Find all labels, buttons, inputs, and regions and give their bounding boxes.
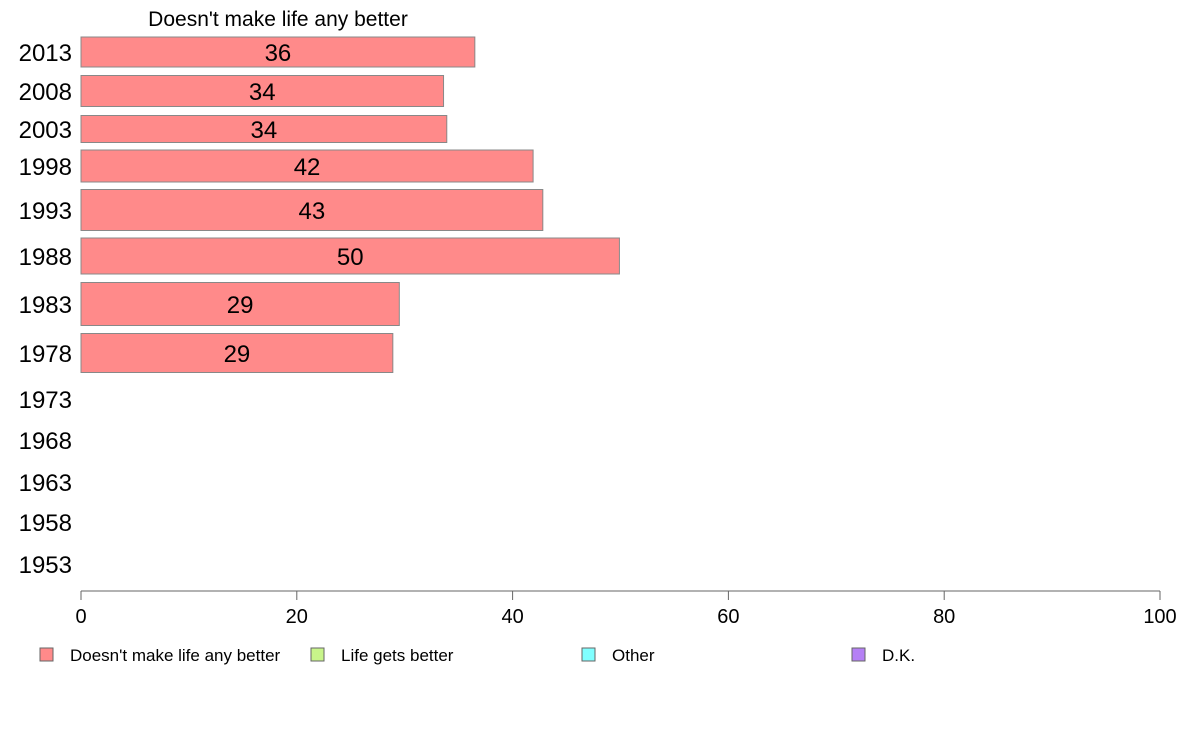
y-tick-label: 1988 xyxy=(19,244,72,271)
bar xyxy=(80,115,448,143)
y-tick-label: 2008 xyxy=(19,79,72,106)
legend: Doesn't make life any better Life gets be… xyxy=(39,646,915,665)
legend-label: Life gets better xyxy=(341,646,454,665)
bar-value-label: 36 xyxy=(265,40,292,67)
x-ticks-group: 0 20 40 60 80 100 xyxy=(75,591,1177,628)
bar-value-label: 43 xyxy=(299,198,326,225)
bar xyxy=(80,36,476,68)
y-tick-label: 1998 xyxy=(19,154,72,181)
legend-swatch xyxy=(851,647,866,662)
legend-label: D.K. xyxy=(882,646,915,665)
bar-value-label: 29 xyxy=(227,292,254,319)
bar-value-label: 34 xyxy=(251,117,278,144)
y-tick-label: 1953 xyxy=(19,552,72,579)
legend-label: Other xyxy=(612,646,655,665)
x-tick-label: 100 xyxy=(1143,606,1176,628)
y-tick-label: 1983 xyxy=(19,292,72,319)
bar-value-label: 29 xyxy=(224,341,251,368)
bar xyxy=(80,333,394,373)
y-tick-label: 2013 xyxy=(19,40,72,67)
legend-swatch xyxy=(39,647,54,662)
bars-group: 36 34 34 42 43 50 29 29 xyxy=(80,36,620,373)
year-labels-group: 2013 2008 2003 1998 1993 1988 1983 1978 1973 1968… xyxy=(19,40,72,579)
bar xyxy=(80,189,544,231)
y-tick-label: 1968 xyxy=(19,428,72,455)
y-tick-label: 1973 xyxy=(19,387,72,414)
bar xyxy=(80,75,445,107)
legend-label: Doesn't make life any better xyxy=(70,646,281,665)
bar xyxy=(80,282,400,326)
bar-value-label: 50 xyxy=(337,244,364,271)
bar xyxy=(80,149,534,183)
y-tick-label: 1958 xyxy=(19,510,72,537)
y-tick-label: 1963 xyxy=(19,470,72,497)
x-tick-label: 40 xyxy=(501,606,523,628)
x-tick-label: 60 xyxy=(717,606,739,628)
bar xyxy=(80,237,620,275)
y-tick-label: 1978 xyxy=(19,341,72,368)
bar-value-label: 42 xyxy=(294,154,321,181)
x-tick-label: 20 xyxy=(286,606,308,628)
x-tick-label: 0 xyxy=(75,606,86,628)
legend-swatch xyxy=(310,647,325,662)
y-tick-label: 1993 xyxy=(19,198,72,225)
y-tick-label: 2003 xyxy=(19,117,72,144)
chart-title: Doesn't make life any better xyxy=(148,8,408,31)
legend-swatch xyxy=(581,647,596,662)
x-tick-label: 80 xyxy=(933,606,955,628)
bar-value-label: 34 xyxy=(249,79,276,106)
